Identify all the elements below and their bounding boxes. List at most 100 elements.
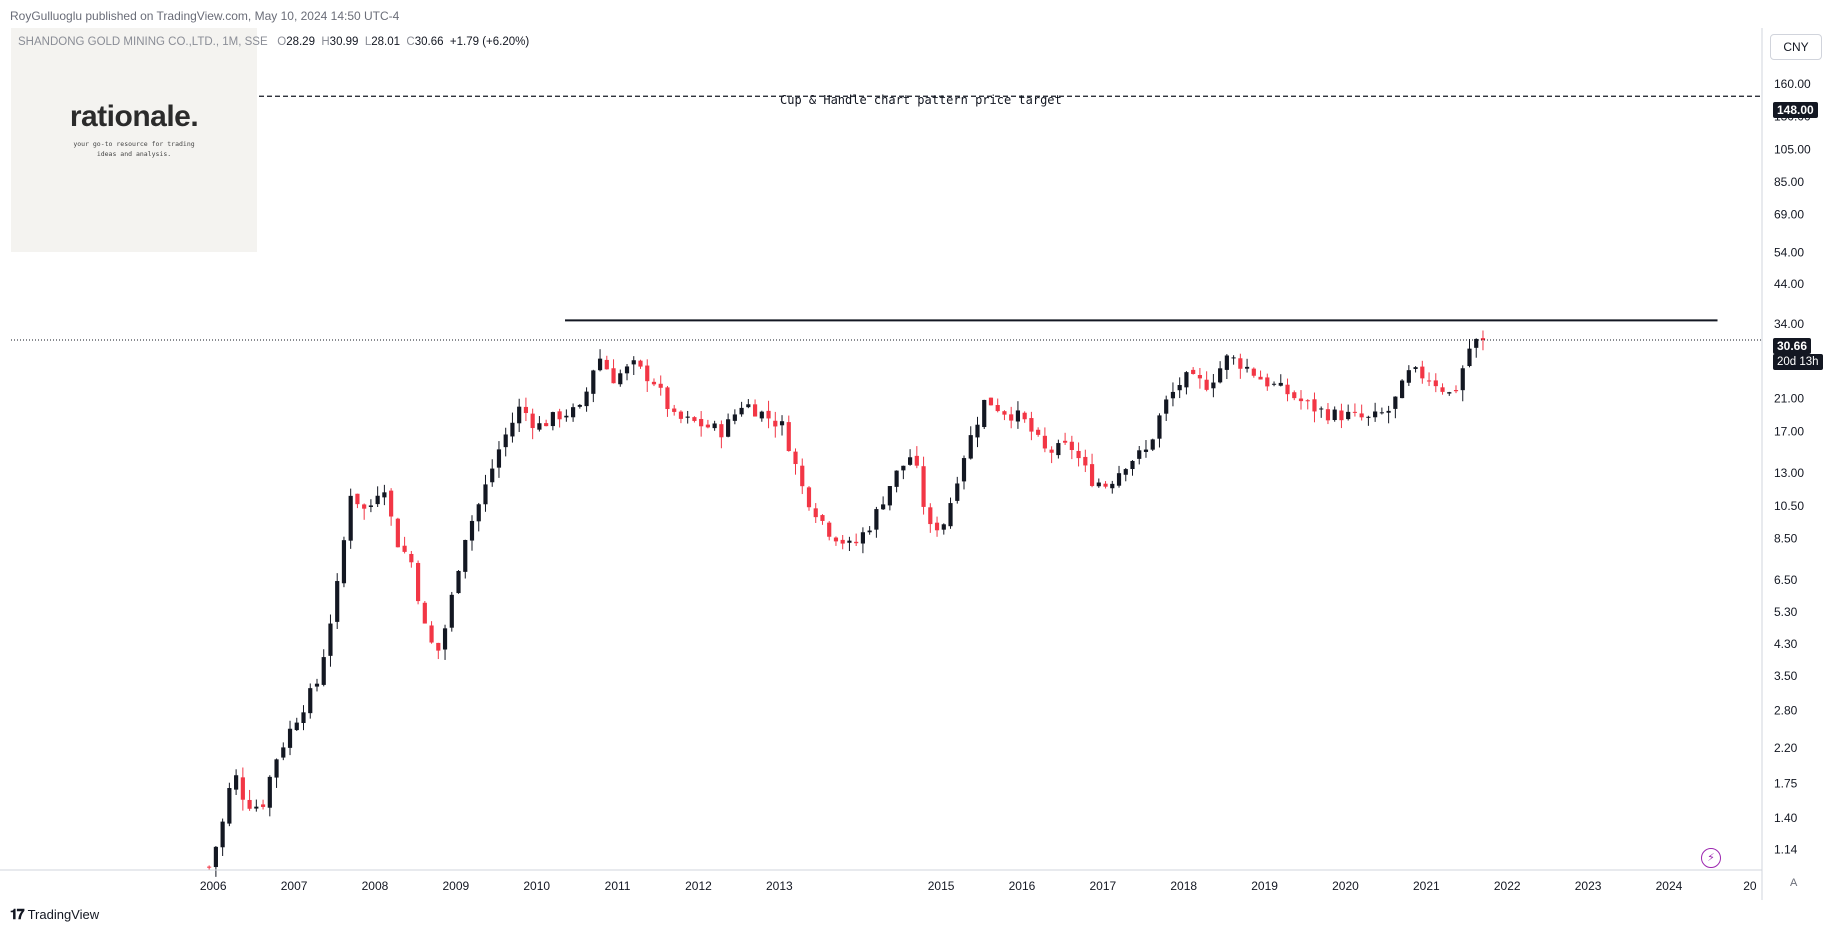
candle-body: [1400, 380, 1405, 399]
candle-body: [638, 360, 643, 367]
candle-body: [1244, 366, 1250, 369]
candle-body: [752, 404, 758, 417]
candle-body: [1447, 392, 1452, 394]
y-tick-label: 17.00: [1774, 424, 1804, 438]
candle-body: [901, 465, 906, 471]
candle-body: [591, 370, 596, 394]
candle-body: [624, 366, 630, 374]
candle-body: [1366, 416, 1371, 418]
x-tick-label: 2022: [1494, 879, 1521, 893]
candle-body: [1292, 392, 1297, 399]
candle-body: [955, 483, 960, 501]
y-tick-label: 105.00: [1774, 142, 1811, 156]
candle-body: [881, 504, 886, 510]
candle-body: [227, 788, 232, 824]
candle-body: [1224, 355, 1229, 370]
candle-body: [1002, 411, 1007, 415]
candle-body: [564, 415, 569, 418]
candle-body: [456, 570, 461, 594]
candle-body: [982, 399, 987, 428]
candle-body: [355, 493, 360, 505]
candle-body: [1204, 379, 1209, 390]
x-tick-label: 2011: [605, 879, 631, 893]
candle-body: [328, 623, 333, 656]
x-tick-label: 2023: [1575, 879, 1602, 893]
candle-body: [1191, 369, 1196, 374]
tradingview-logo-icon: 𝟏𝟕: [10, 906, 25, 922]
candle-body: [1143, 449, 1149, 452]
candle-body: [1042, 435, 1047, 449]
candle-body: [1393, 396, 1398, 409]
logo-subtitle-line1: your go-to resource for trading: [73, 140, 195, 148]
candle-body: [800, 465, 805, 487]
candle-body: [1170, 391, 1176, 399]
candle-body: [678, 411, 684, 419]
candle-body: [1123, 469, 1128, 475]
candle-body: [442, 628, 448, 650]
candle-body: [995, 405, 1000, 412]
high-value: 30.99: [329, 36, 359, 48]
candle-body: [483, 484, 488, 505]
candle-body: [220, 821, 225, 848]
candle-body: [1130, 460, 1135, 470]
candle-body: [1312, 399, 1317, 412]
time-axis: 2006 2007 2008 2009 2010 2011 2012 2013 2015 2016…: [200, 879, 1757, 893]
symbol-legend[interactable]: SHANDONG GOLD MINING CO.,LTD., 1M, SSE O…: [18, 36, 529, 48]
candle-body: [948, 503, 953, 527]
candle-body: [867, 530, 872, 533]
candle-body: [1480, 338, 1486, 341]
logo-title: rationale.: [69, 100, 199, 133]
y-tick-label: 85.00: [1774, 175, 1804, 189]
candle-body: [463, 539, 468, 572]
auto-scale-button[interactable]: A: [1790, 877, 1798, 889]
candle-body: [1325, 409, 1331, 421]
x-tick-label: 2010: [523, 879, 550, 893]
y-tick-label: 10.50: [1774, 499, 1804, 513]
candle-body: [820, 515, 825, 521]
candle-body: [571, 407, 576, 418]
candle-body: [1177, 385, 1182, 391]
candle-body: [335, 581, 340, 622]
candle-body: [773, 420, 778, 427]
y-tick-label: 3.50: [1774, 669, 1798, 683]
candle-body: [827, 522, 832, 537]
candle-body: [362, 504, 367, 509]
bar-countdown: 20d 13h: [1773, 354, 1823, 370]
candle-body: [1359, 413, 1364, 418]
candle-body: [294, 722, 299, 731]
x-tick-label: 20: [1743, 879, 1757, 893]
candle-body: [692, 417, 697, 421]
tradingview-brand[interactable]: 𝟏𝟕 TradingView: [10, 906, 99, 923]
candle-body: [267, 776, 272, 808]
candle-body: [1083, 456, 1088, 466]
candle-body: [1258, 376, 1263, 380]
candle-body: [240, 777, 245, 800]
target-price-tag: 148.00: [1773, 102, 1818, 118]
candle-body: [1231, 357, 1236, 359]
y-tick-label: 1.75: [1774, 776, 1798, 790]
y-tick-label: 54.00: [1774, 245, 1804, 259]
x-tick-label: 2012: [685, 879, 712, 893]
candle-body: [705, 424, 710, 428]
currency-button[interactable]: CNY: [1770, 34, 1822, 60]
candle-body: [1197, 375, 1202, 379]
candle-body: [1137, 450, 1142, 459]
candle-body: [429, 625, 434, 643]
open-label: O: [277, 36, 287, 48]
candle-body: [281, 747, 286, 758]
candle-body: [1164, 399, 1169, 414]
candle-body: [833, 537, 839, 542]
x-tick-label: 2007: [281, 879, 308, 893]
candle-body: [1373, 411, 1378, 418]
candle-body: [874, 509, 879, 530]
candle-body: [685, 416, 690, 418]
x-tick-label: 2008: [362, 879, 389, 893]
y-tick-label: 4.30: [1774, 637, 1798, 651]
candle-body: [1271, 383, 1277, 385]
candle-body: [1015, 410, 1021, 422]
candle-body: [746, 404, 751, 408]
flash-icon[interactable]: ⚡: [1701, 848, 1721, 868]
candle-body: [988, 397, 994, 406]
candle-body: [739, 407, 744, 415]
